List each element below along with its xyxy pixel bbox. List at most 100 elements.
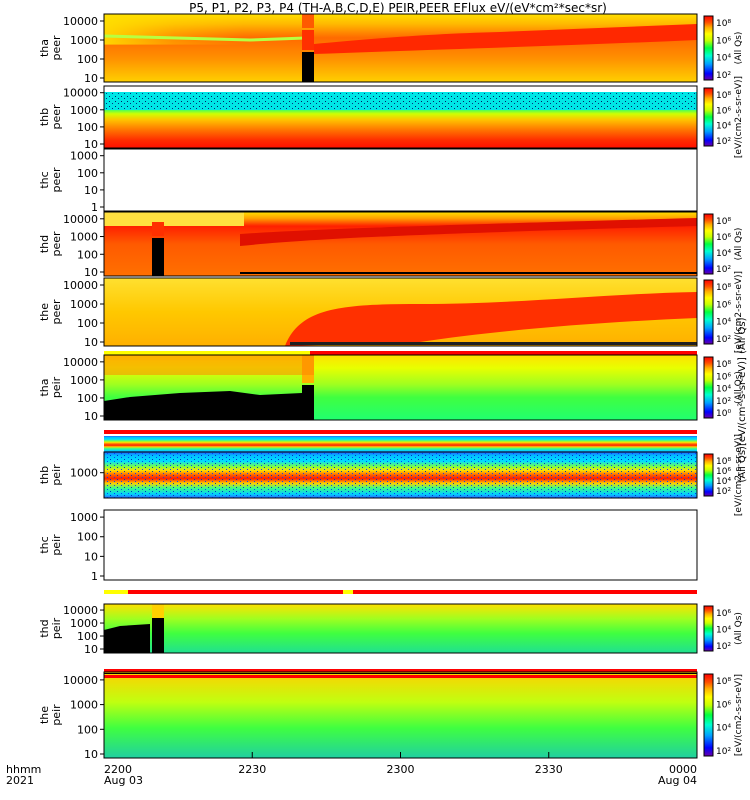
y-tick-label: 1 <box>91 570 98 583</box>
colorbar-tick-label: 10⁸ <box>716 283 731 293</box>
colorbar-thd-peer: 10⁸ 10⁶ 10⁴ 10²(All Qs) <box>703 213 744 275</box>
colorbar-the-peir: 10⁸ 10⁶ 10⁴ 10² [eV/(cm2-s-sr-eV)] <box>703 673 744 757</box>
y-tick-label: 1000 <box>70 374 98 387</box>
panel-the-peer: 10 100 1000 10000 the peer <box>38 277 698 349</box>
panel-label-probe: thb <box>38 108 51 126</box>
y-tick-label: 10 <box>84 72 98 85</box>
colorbar-tick-label: 10⁸ <box>716 91 731 101</box>
colorbar-label: [eV/(cm2-s-sr-eV)] <box>734 76 744 158</box>
y-tick-label: 1000 <box>70 231 98 244</box>
colorbar-tick-label: 10⁴ <box>716 318 731 328</box>
colorbar-the-peer: 10⁸ 10⁶ 10⁴ 10² [eV/(cm2-s-sr-eV)] <box>703 271 744 353</box>
colorbar-tick-label: 10⁶ <box>716 233 731 243</box>
panel-label-product: peer <box>50 35 63 61</box>
y-tick-label: 10000 <box>63 279 98 292</box>
panel-label-product: peir <box>50 376 63 398</box>
colorbar-gradient <box>703 673 714 757</box>
status-bar <box>310 351 697 355</box>
y-tick-label: 100 <box>77 723 98 736</box>
y-tick-label: 100 <box>77 317 98 330</box>
panel-thb-peer: 10 100 1000 10000 thb peer <box>38 85 698 151</box>
data-gap <box>104 391 302 420</box>
y-tick-label: 10000 <box>63 604 98 617</box>
spectrogram-band <box>285 292 697 346</box>
y-tick-label: 10000 <box>63 213 98 226</box>
colorbar-tick-label: 10² <box>716 747 731 757</box>
panel-label-product: peer <box>50 104 63 130</box>
x-date-label: Aug 03 <box>104 774 143 787</box>
panel-label-probe: the <box>38 706 51 724</box>
panel-frame <box>103 211 698 277</box>
colorbar-gradient <box>703 356 714 419</box>
panel-label-probe: thc <box>38 171 51 188</box>
y-tick-label: 10 <box>84 266 98 279</box>
status-bar <box>104 590 128 594</box>
y-tick-label: 10000 <box>63 87 98 100</box>
colorbar-tick-label: 10⁶ <box>716 300 731 310</box>
panel-thb-peir: 1000 thb peir <box>38 430 698 499</box>
colorbar-tick-label: 10⁶ <box>716 467 731 477</box>
data-gap <box>152 238 164 276</box>
panel-the-peir: 10 100 1000 10000 the peir <box>38 669 698 761</box>
status-divider <box>104 673 697 674</box>
colorbar-tick-label: 10⁶ <box>716 609 731 619</box>
y-tick-label: 10000 <box>63 15 98 28</box>
y-tick-label: 10000 <box>63 356 98 369</box>
colorbar-tick-label: 10² <box>716 265 731 275</box>
panel-label-probe: thd <box>38 619 51 637</box>
spectrogram-band <box>103 34 306 42</box>
colorbar-tick-label: 10⁴ <box>716 249 731 259</box>
panel-frame <box>103 509 698 581</box>
spectrogram-band <box>314 24 697 54</box>
panel-label-product: peer <box>50 299 63 325</box>
panel-tha-peer: 10 100 1000 10000 tha peer <box>38 13 698 85</box>
spectrogram-region <box>104 86 697 92</box>
x-tick-label: 2230 <box>238 763 266 776</box>
status-bar <box>104 351 310 355</box>
y-tick-label: 10 <box>84 336 98 349</box>
panel-label-product: peir <box>50 704 63 726</box>
y-tick-label: 10 <box>84 643 98 656</box>
panel-label-probe: tha <box>38 378 51 396</box>
y-tick-label: 10 <box>84 550 98 563</box>
panel-label-probe: tha <box>38 39 51 57</box>
panel-frame <box>103 13 698 83</box>
spectrogram-region <box>152 604 164 618</box>
status-bar <box>104 669 697 672</box>
x-tick-label: 2200 <box>104 763 132 776</box>
status-bar <box>104 675 697 678</box>
spectrogram-band <box>240 218 697 246</box>
x-tick-label: 2330 <box>535 763 563 776</box>
spectrogram-region <box>152 222 164 236</box>
data-gap <box>302 52 314 82</box>
panel-label-product: peer <box>50 231 63 257</box>
panel-frame <box>103 85 698 149</box>
colorbar-tick-label: 10⁸ <box>716 677 731 687</box>
colorbar-gradient <box>703 213 714 275</box>
spectrogram-band <box>104 92 697 110</box>
y-tick-label: 1000 <box>70 298 98 311</box>
colorbar-tha-peir: 10⁸ 10⁶ 10⁴ 10² 10⁰(All Qs) <box>703 356 744 419</box>
colorbar-gradient <box>703 605 714 652</box>
y-tick-label: 1000 <box>70 617 98 630</box>
colorbar-label: (All Qs) <box>734 228 744 261</box>
colorbar-thb-peer: 10⁸ 10⁶ 10⁴ 10² [eV/(cm2-s-sr-eV)] <box>703 76 744 158</box>
y-tick-label: 100 <box>77 630 98 643</box>
panel-frame <box>103 603 698 654</box>
panel-label-product: peir <box>50 464 63 486</box>
status-bar <box>343 590 353 594</box>
panel-label-product: peer <box>50 167 63 193</box>
y-tick-label: 100 <box>77 248 98 261</box>
panel-frame <box>103 451 698 499</box>
x-axis-label-top: hhmm <box>6 763 41 776</box>
panel-label-probe: thb <box>38 466 51 484</box>
spectrogram-fill <box>104 604 697 653</box>
colorbar-tick-label: 10² <box>716 71 731 81</box>
chart-title: P5, P1, P2, P3, P4 (TH-A,B,C,D,E) PEIR,P… <box>189 1 607 15</box>
colorbar-label: [eV/(cm2-s-sr-eV)] <box>734 674 744 756</box>
status-bar <box>353 590 697 594</box>
panel-thc-peir: 1 10 100 1000 thc peir <box>38 509 698 583</box>
colorbar-label: (All Qs) <box>734 32 744 65</box>
status-bar <box>128 590 343 594</box>
